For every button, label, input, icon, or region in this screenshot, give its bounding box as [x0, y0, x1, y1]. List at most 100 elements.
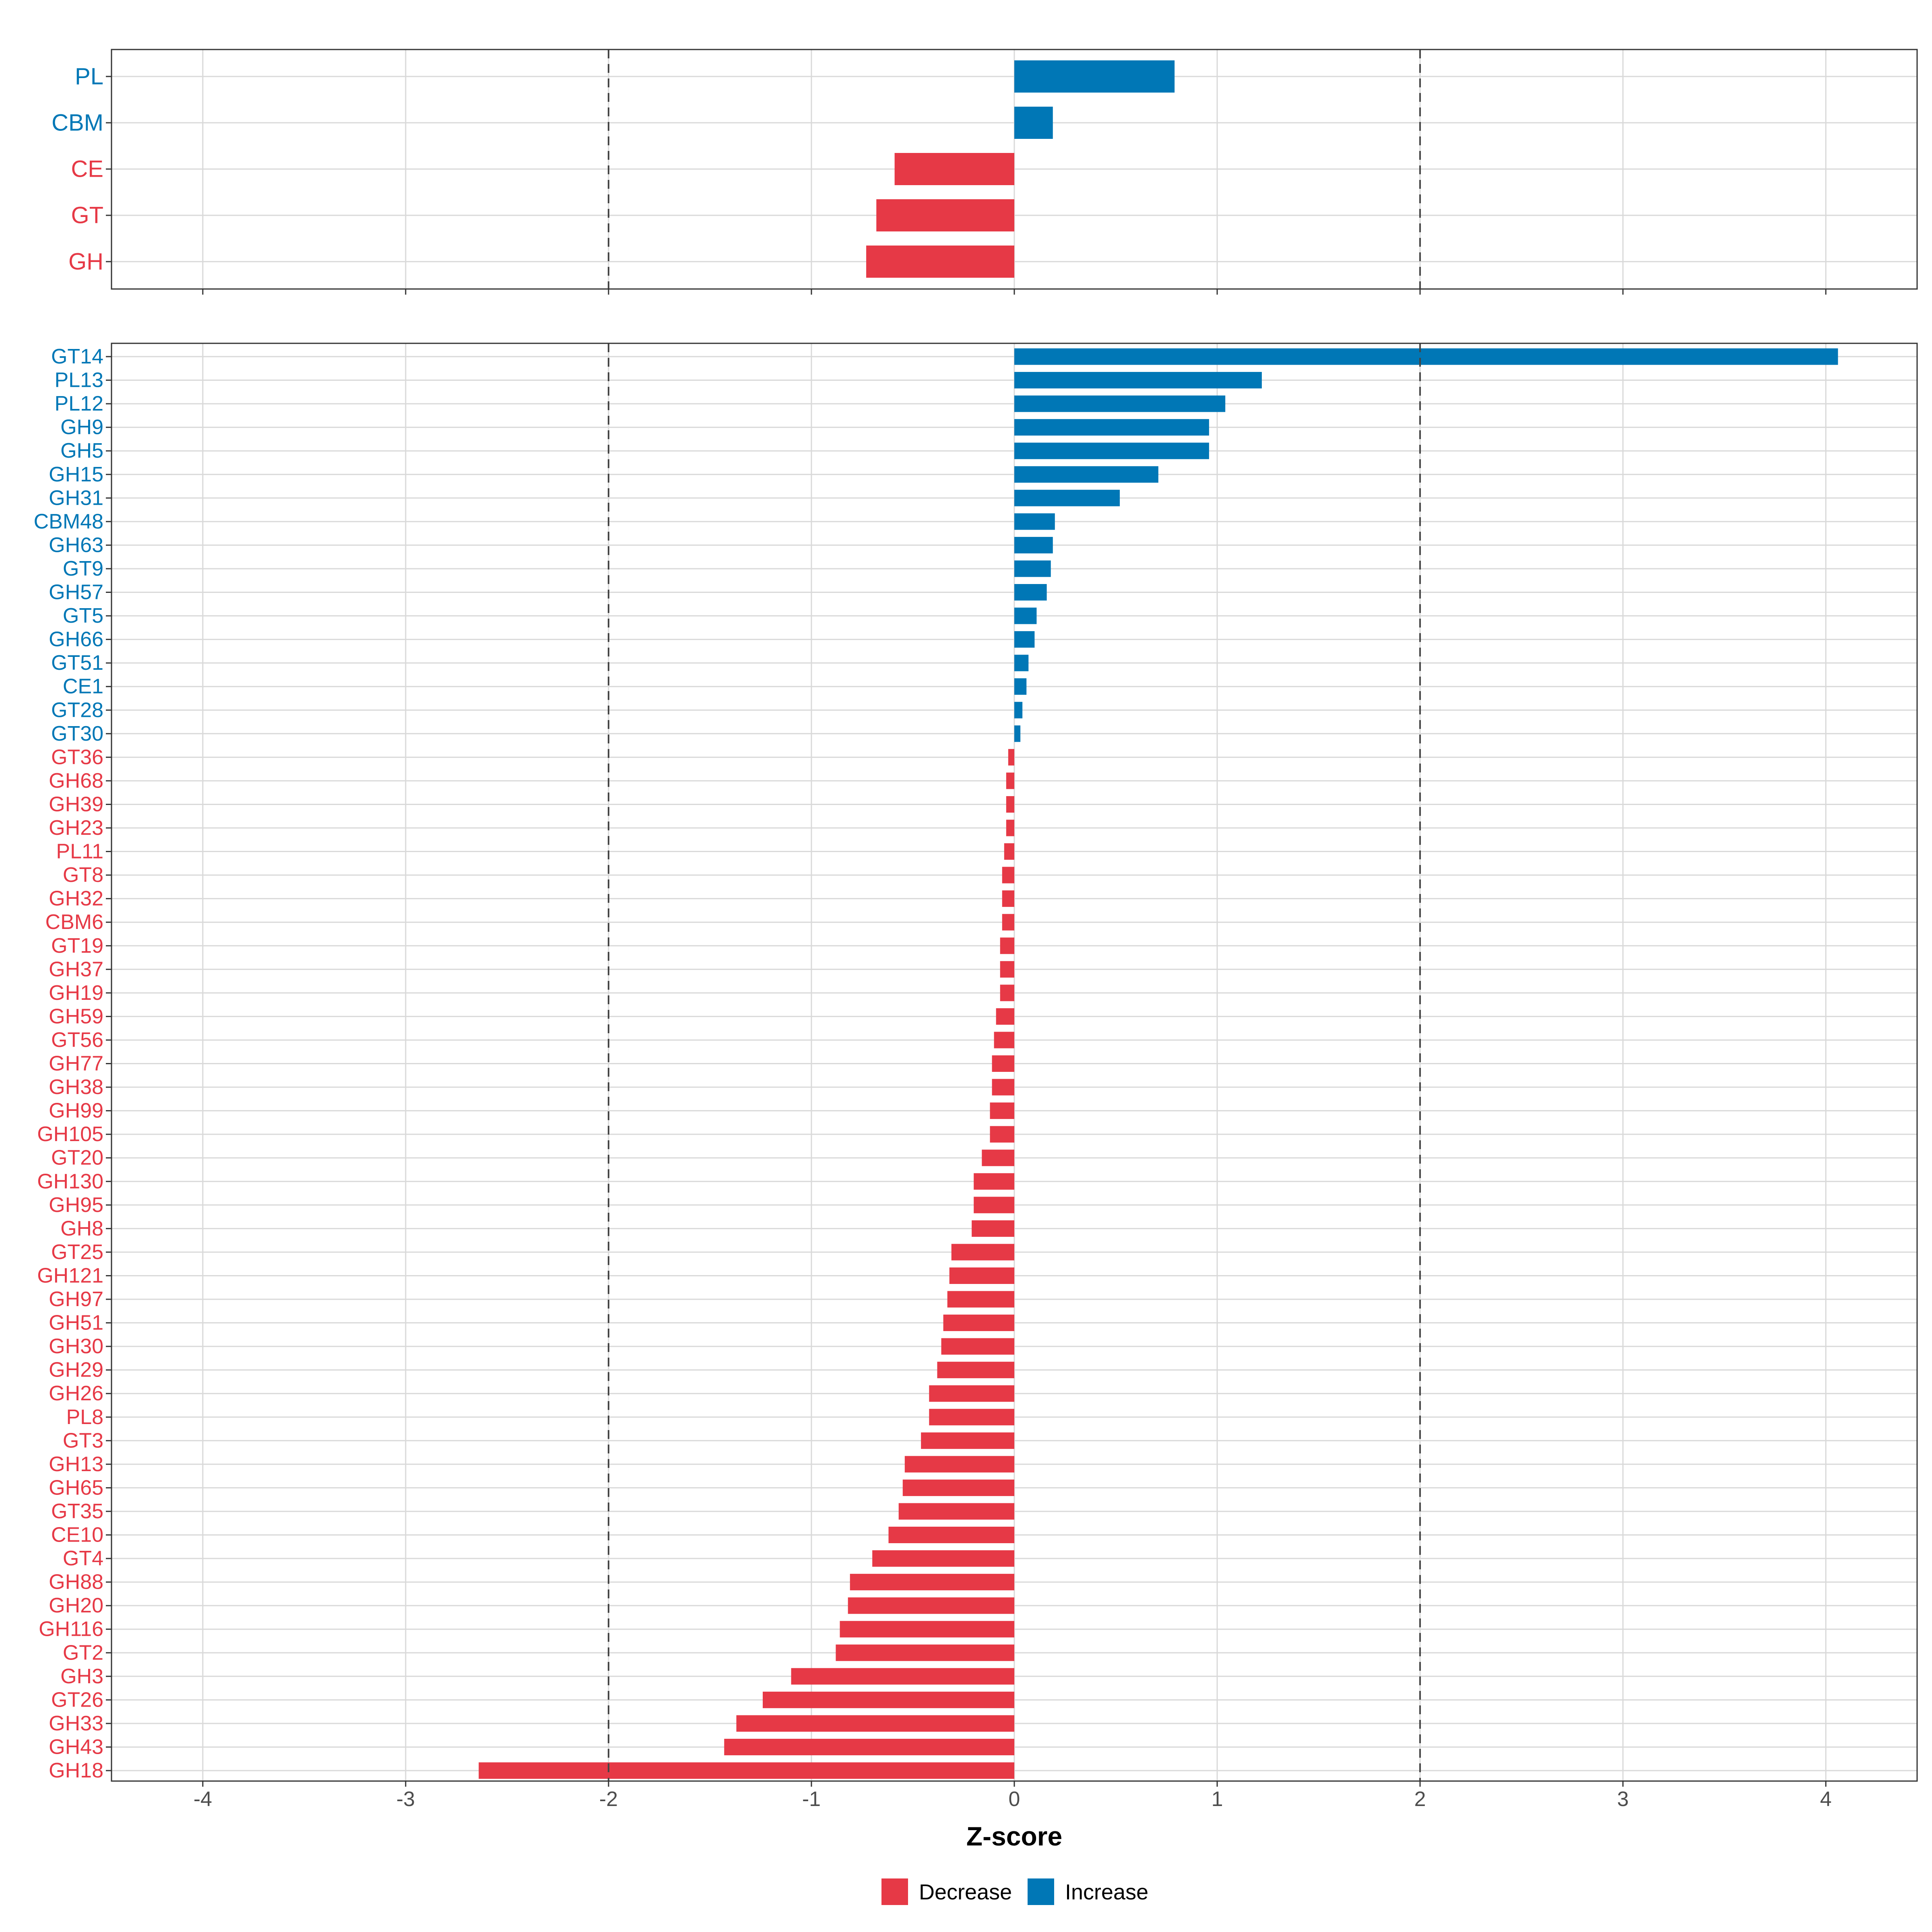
- x-tick-label: -1: [802, 1788, 821, 1811]
- x-tick-label: -3: [396, 1788, 415, 1811]
- bottom-category-label: GH20: [49, 1594, 103, 1617]
- bottom-category-label: GH5: [60, 439, 103, 462]
- bottom-bar-pl11: [1004, 843, 1014, 860]
- bottom-bar-gh5: [1014, 442, 1209, 459]
- bottom-category-label: GT8: [63, 863, 103, 887]
- bottom-category-label: GH9: [60, 416, 103, 439]
- bottom-category-label: GT51: [51, 651, 103, 675]
- bottom-bar-gh99: [990, 1102, 1014, 1119]
- bottom-bar-gh77: [992, 1055, 1014, 1072]
- bottom-bar-gt9: [1014, 560, 1051, 577]
- bottom-bar-gh32: [1002, 890, 1014, 907]
- bottom-bar-ce1: [1014, 678, 1027, 695]
- bottom-bar-gh3: [791, 1668, 1014, 1685]
- bottom-category-label: PL12: [55, 392, 103, 415]
- bottom-bar-gh68: [1006, 772, 1014, 789]
- top-bar-cbm: [1014, 107, 1053, 139]
- top-category-label: GH: [68, 249, 103, 275]
- bottom-category-label: GT19: [51, 934, 103, 958]
- bottom-category-label: GT3: [63, 1429, 103, 1452]
- legend-swatch-increase: [1028, 1878, 1054, 1905]
- bottom-bar-cbm6: [1002, 914, 1014, 931]
- bottom-bar-gh97: [947, 1291, 1014, 1308]
- bottom-bar-pl12: [1014, 395, 1226, 412]
- bottom-category-label: GH3: [60, 1665, 103, 1688]
- bottom-category-label: GT28: [51, 698, 103, 722]
- bottom-bar-cbm48: [1014, 513, 1055, 530]
- bottom-bar-gh15: [1014, 466, 1158, 483]
- bottom-category-label: GH121: [37, 1264, 103, 1287]
- bottom-bar-gt25: [951, 1244, 1014, 1261]
- bottom-category-label: GH38: [49, 1075, 103, 1099]
- bottom-bar-gh66: [1014, 631, 1035, 648]
- bottom-category-label: PL13: [55, 369, 103, 392]
- bottom-category-label: CBM48: [34, 510, 103, 533]
- bottom-category-label: GH15: [49, 463, 103, 486]
- bottom-category-label: GT14: [51, 345, 103, 368]
- bottom-bar-gh116: [840, 1621, 1014, 1638]
- bottom-bar-ce10: [888, 1527, 1014, 1543]
- bottom-bar-gh23: [1006, 819, 1014, 836]
- top-category-label: CBM: [52, 110, 103, 136]
- bottom-bar-gt8: [1002, 867, 1014, 883]
- x-tick-label: 0: [1009, 1788, 1020, 1811]
- x-tick-label: 4: [1820, 1788, 1832, 1811]
- bottom-bar-gt51: [1014, 654, 1029, 671]
- bottom-bar-gh30: [941, 1338, 1014, 1355]
- bottom-category-label: PL8: [66, 1406, 103, 1429]
- bottom-bar-gh39: [1006, 796, 1014, 813]
- bottom-category-label: GH57: [49, 581, 103, 604]
- bottom-bar-gh57: [1014, 584, 1047, 601]
- bottom-bar-gh8: [972, 1220, 1014, 1237]
- bottom-bar-gh121: [949, 1267, 1014, 1284]
- bottom-category-label: GH130: [37, 1170, 103, 1193]
- bottom-category-label: CBM6: [45, 910, 103, 934]
- bottom-category-label: GH33: [49, 1712, 103, 1735]
- bottom-category-label: GH32: [49, 887, 103, 910]
- bottom-bar-pl8: [929, 1409, 1014, 1426]
- bottom-category-label: GH77: [49, 1052, 103, 1075]
- bottom-bar-gh19: [1000, 985, 1014, 1001]
- bottom-category-label: GH105: [37, 1123, 103, 1146]
- bottom-bar-gh18: [479, 1762, 1014, 1779]
- bottom-bar-gh130: [974, 1173, 1014, 1190]
- bottom-category-label: GH23: [49, 816, 103, 840]
- bottom-category-label: GT9: [63, 557, 103, 580]
- bottom-category-label: GH99: [49, 1099, 103, 1123]
- bottom-category-label: GT26: [51, 1688, 103, 1711]
- bottom-category-label: GH13: [49, 1453, 103, 1476]
- bottom-bar-gh33: [736, 1715, 1014, 1732]
- top-category-label: PL: [75, 64, 103, 90]
- x-tick-label: 3: [1617, 1788, 1629, 1811]
- bottom-bar-gh65: [902, 1479, 1014, 1496]
- top-panel: PL CBM CE GT GH: [52, 49, 1918, 295]
- bottom-bar-gt56: [994, 1032, 1014, 1049]
- bottom-bar-gt26: [762, 1691, 1014, 1708]
- bottom-category-label: CE1: [63, 675, 103, 698]
- bottom-category-label: GT5: [63, 604, 103, 627]
- bottom-bar-gh63: [1014, 537, 1053, 553]
- bottom-bar-gh38: [992, 1079, 1014, 1096]
- bottom-category-label: GH63: [49, 533, 103, 557]
- bottom-category-label: GT4: [63, 1547, 103, 1570]
- bottom-bar-gt5: [1014, 607, 1037, 624]
- bottom-category-label: GT2: [63, 1641, 103, 1664]
- bottom-bar-gh51: [943, 1315, 1014, 1331]
- bottom-category-label: GH39: [49, 793, 103, 816]
- bottom-category-label: GH59: [49, 1005, 103, 1028]
- bottom-category-label: GT25: [51, 1241, 103, 1264]
- bottom-bar-gt19: [1000, 937, 1014, 954]
- bottom-bar-gh29: [937, 1362, 1014, 1379]
- bottom-category-label: GT56: [51, 1028, 103, 1052]
- bottom-category-label: GH88: [49, 1571, 103, 1594]
- bottom-bar-gt30: [1014, 725, 1021, 742]
- bottom-category-label: GH51: [49, 1311, 103, 1335]
- bottom-category-label: GH30: [49, 1335, 103, 1358]
- bottom-bar-gh95: [974, 1197, 1014, 1214]
- bottom-bar-gt4: [872, 1550, 1014, 1567]
- legend-swatch-decrease: [881, 1878, 908, 1905]
- bottom-category-label: PL11: [56, 840, 103, 863]
- bottom-bar-gt3: [921, 1432, 1014, 1449]
- bottom-bar-gt28: [1014, 702, 1023, 718]
